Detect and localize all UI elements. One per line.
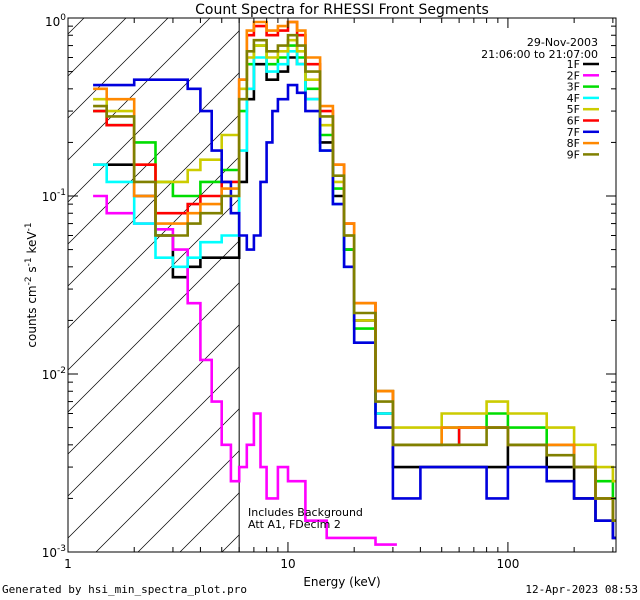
hatch-line [68,30,240,203]
hatch-line [68,18,169,119]
series-5F [93,38,616,483]
x-tick-label: 100 [496,557,519,571]
hatch-line [95,408,240,552]
hatch-line [68,366,240,539]
shaded-region-hatch [0,0,640,552]
hatch-line [68,240,240,413]
y-axis-label: counts cm-2 s-1 keV-1 [24,222,39,347]
hatch-line [68,18,127,77]
hatch-line [68,114,240,287]
hatch-line [68,282,240,455]
x-tick-label: 10 [280,557,295,571]
hatch-line [68,18,211,161]
hatch-line [68,324,240,497]
hatch-line [68,72,240,245]
annotation-background: Includes Background [248,506,363,519]
annotation-attenuator: Att A1, FDecim 2 [248,518,341,531]
y-tick-label: 10-2 [42,366,66,382]
y-tick-labels: 100 10-1 10-2 10-3 [42,13,67,560]
x-tick-labels: 1 10 100 [64,557,519,571]
hatch-line [306,0,640,552]
plot-frame [67,17,617,553]
legend-label-7F: 7F [567,126,580,139]
legend-label-5F: 5F [567,103,580,116]
axis-ticks [67,17,616,553]
footer-generated-by: Generated by hsi_min_spectra_plot.pro [2,583,248,596]
y-tick-label: 10-3 [42,544,66,560]
series-7F [93,78,616,540]
series-group [93,20,616,546]
series-9F [93,33,616,522]
x-tick-label: 1 [64,557,72,571]
legend-label-1F: 1F [567,58,580,71]
legend-label-8F: 8F [567,137,580,150]
series-2F [93,194,397,546]
x-axis-label: Energy (keV) [303,575,380,589]
y-tick-label: 10-1 [42,188,66,204]
info-time-range: 21:06:00 to 21:07:00 [481,48,598,61]
footer-timestamp: 12-Apr-2023 08:53 [525,583,638,596]
hatch-line [0,0,128,552]
hatch-line [137,450,240,552]
legend-label-4F: 4F [567,92,580,105]
legend-label-6F: 6F [567,115,580,128]
info-date: 29-Nov-2003 [527,36,598,49]
legend-label-3F: 3F [567,81,580,94]
y-tick-label: 100 [45,13,66,29]
hatch-line [68,198,240,371]
legend-label-9F: 9F [567,148,580,161]
chart-title: Count Spectra for RHESSI Front Segments [195,2,489,18]
hatch-line [68,156,240,329]
legend-label-2F: 2F [567,69,580,82]
